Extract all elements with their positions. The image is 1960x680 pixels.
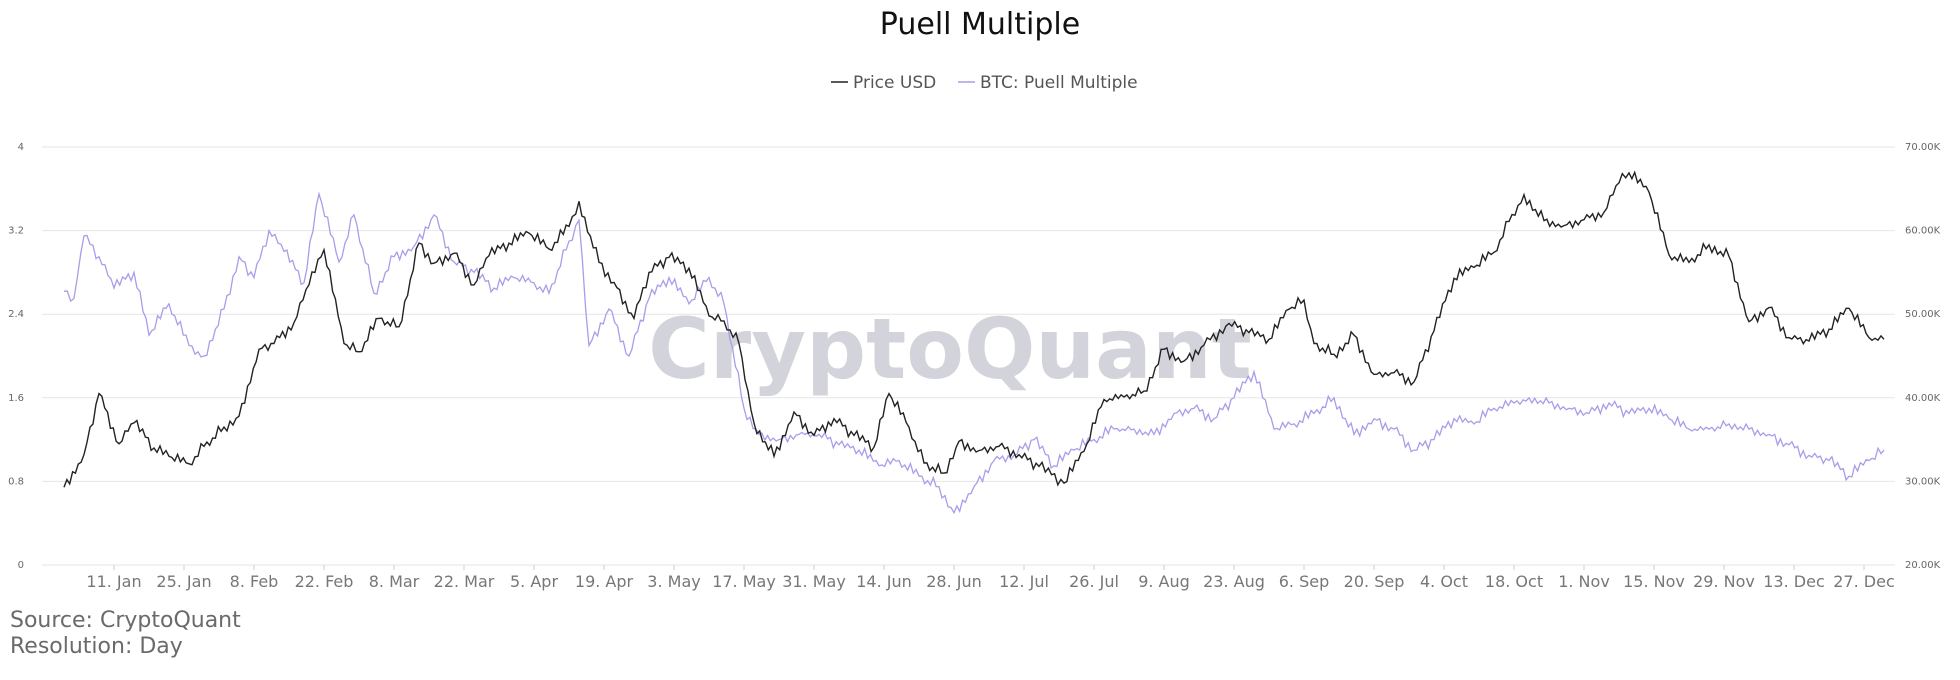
x-tick-label: 19. Apr <box>575 572 634 591</box>
y-left-tick-label: 3.2 <box>8 226 24 237</box>
y-axis-left: 0 0.8 1.6 2.4 3.2 4 <box>8 142 24 571</box>
watermark: CryptoQuant <box>648 300 1252 398</box>
legend: Price USD BTC: Puell Multiple <box>831 73 1138 93</box>
x-tick-label: 8. Feb <box>230 572 279 591</box>
x-tick-label: 11. Jan <box>86 572 141 591</box>
x-tick-label: 20. Sep <box>1344 572 1405 591</box>
x-tick-label: 31. May <box>782 572 846 591</box>
x-tick-label: 6. Sep <box>1279 572 1330 591</box>
x-tick-label: 1. Nov <box>1558 572 1610 591</box>
x-tick-label: 4. Oct <box>1420 572 1468 591</box>
source-text: Source: CryptoQuant <box>10 608 241 633</box>
x-tick-label: 26. Jul <box>1069 572 1119 591</box>
y-right-tick-label: 30.00K <box>1905 476 1941 487</box>
legend-label-puell: BTC: Puell Multiple <box>980 73 1138 93</box>
legend-item-puell[interactable]: BTC: Puell Multiple <box>958 73 1138 93</box>
x-tick-label: 5. Apr <box>510 572 558 591</box>
x-tick-label: 29. Nov <box>1693 572 1755 591</box>
x-axis: 11. Jan 25. Jan 8. Feb 22. Feb 8. Mar 22. Mar… <box>86 565 1895 591</box>
y-left-tick-label: 2.4 <box>8 309 24 320</box>
y-right-tick-label: 70.00K <box>1905 142 1941 153</box>
x-tick-label: 27. Dec <box>1833 572 1895 591</box>
y-right-tick-label: 40.00K <box>1905 393 1941 404</box>
x-tick-label: 14. Jun <box>856 572 912 591</box>
resolution-text: Resolution: Day <box>10 634 183 659</box>
x-tick-label: 13. Dec <box>1763 572 1825 591</box>
x-tick-label: 3. May <box>647 572 700 591</box>
source-note: Source: CryptoQuant Resolution: Day <box>10 608 241 660</box>
x-tick-label: 22. Mar <box>434 572 495 591</box>
x-tick-label: 23. Aug <box>1203 572 1265 591</box>
y-right-tick-label: 60.00K <box>1905 226 1941 237</box>
y-axis-right: 20.00K 30.00K 40.00K 50.00K 60.00K 70.00K <box>1905 142 1941 571</box>
x-tick-label: 8. Mar <box>369 572 420 591</box>
y-left-tick-label: 0.8 <box>8 476 24 487</box>
y-left-tick-label: 4 <box>18 142 24 153</box>
x-tick-label: 28. Jun <box>926 572 982 591</box>
x-tick-label: 18. Oct <box>1485 572 1543 591</box>
y-right-tick-label: 50.00K <box>1905 309 1941 320</box>
chart-title: Puell Multiple <box>880 7 1080 42</box>
series-line-puell-multiple <box>63 191 1885 515</box>
x-tick-label: 25. Jan <box>156 572 211 591</box>
gridlines <box>42 146 1895 566</box>
y-right-tick-label: 20.00K <box>1905 560 1941 571</box>
x-tick-label: 17. May <box>712 572 776 591</box>
x-tick-label: 15. Nov <box>1623 572 1685 591</box>
y-left-tick-label: 0 <box>18 560 24 571</box>
x-tick-label: 9. Aug <box>1138 572 1190 591</box>
legend-item-price[interactable]: Price USD <box>831 73 936 93</box>
legend-label-price: Price USD <box>853 73 936 93</box>
x-tick-label: 12. Jul <box>999 572 1049 591</box>
y-left-tick-label: 1.6 <box>8 393 24 404</box>
x-tick-label: 22. Feb <box>295 572 354 591</box>
series-line-price-usd <box>63 170 1885 488</box>
